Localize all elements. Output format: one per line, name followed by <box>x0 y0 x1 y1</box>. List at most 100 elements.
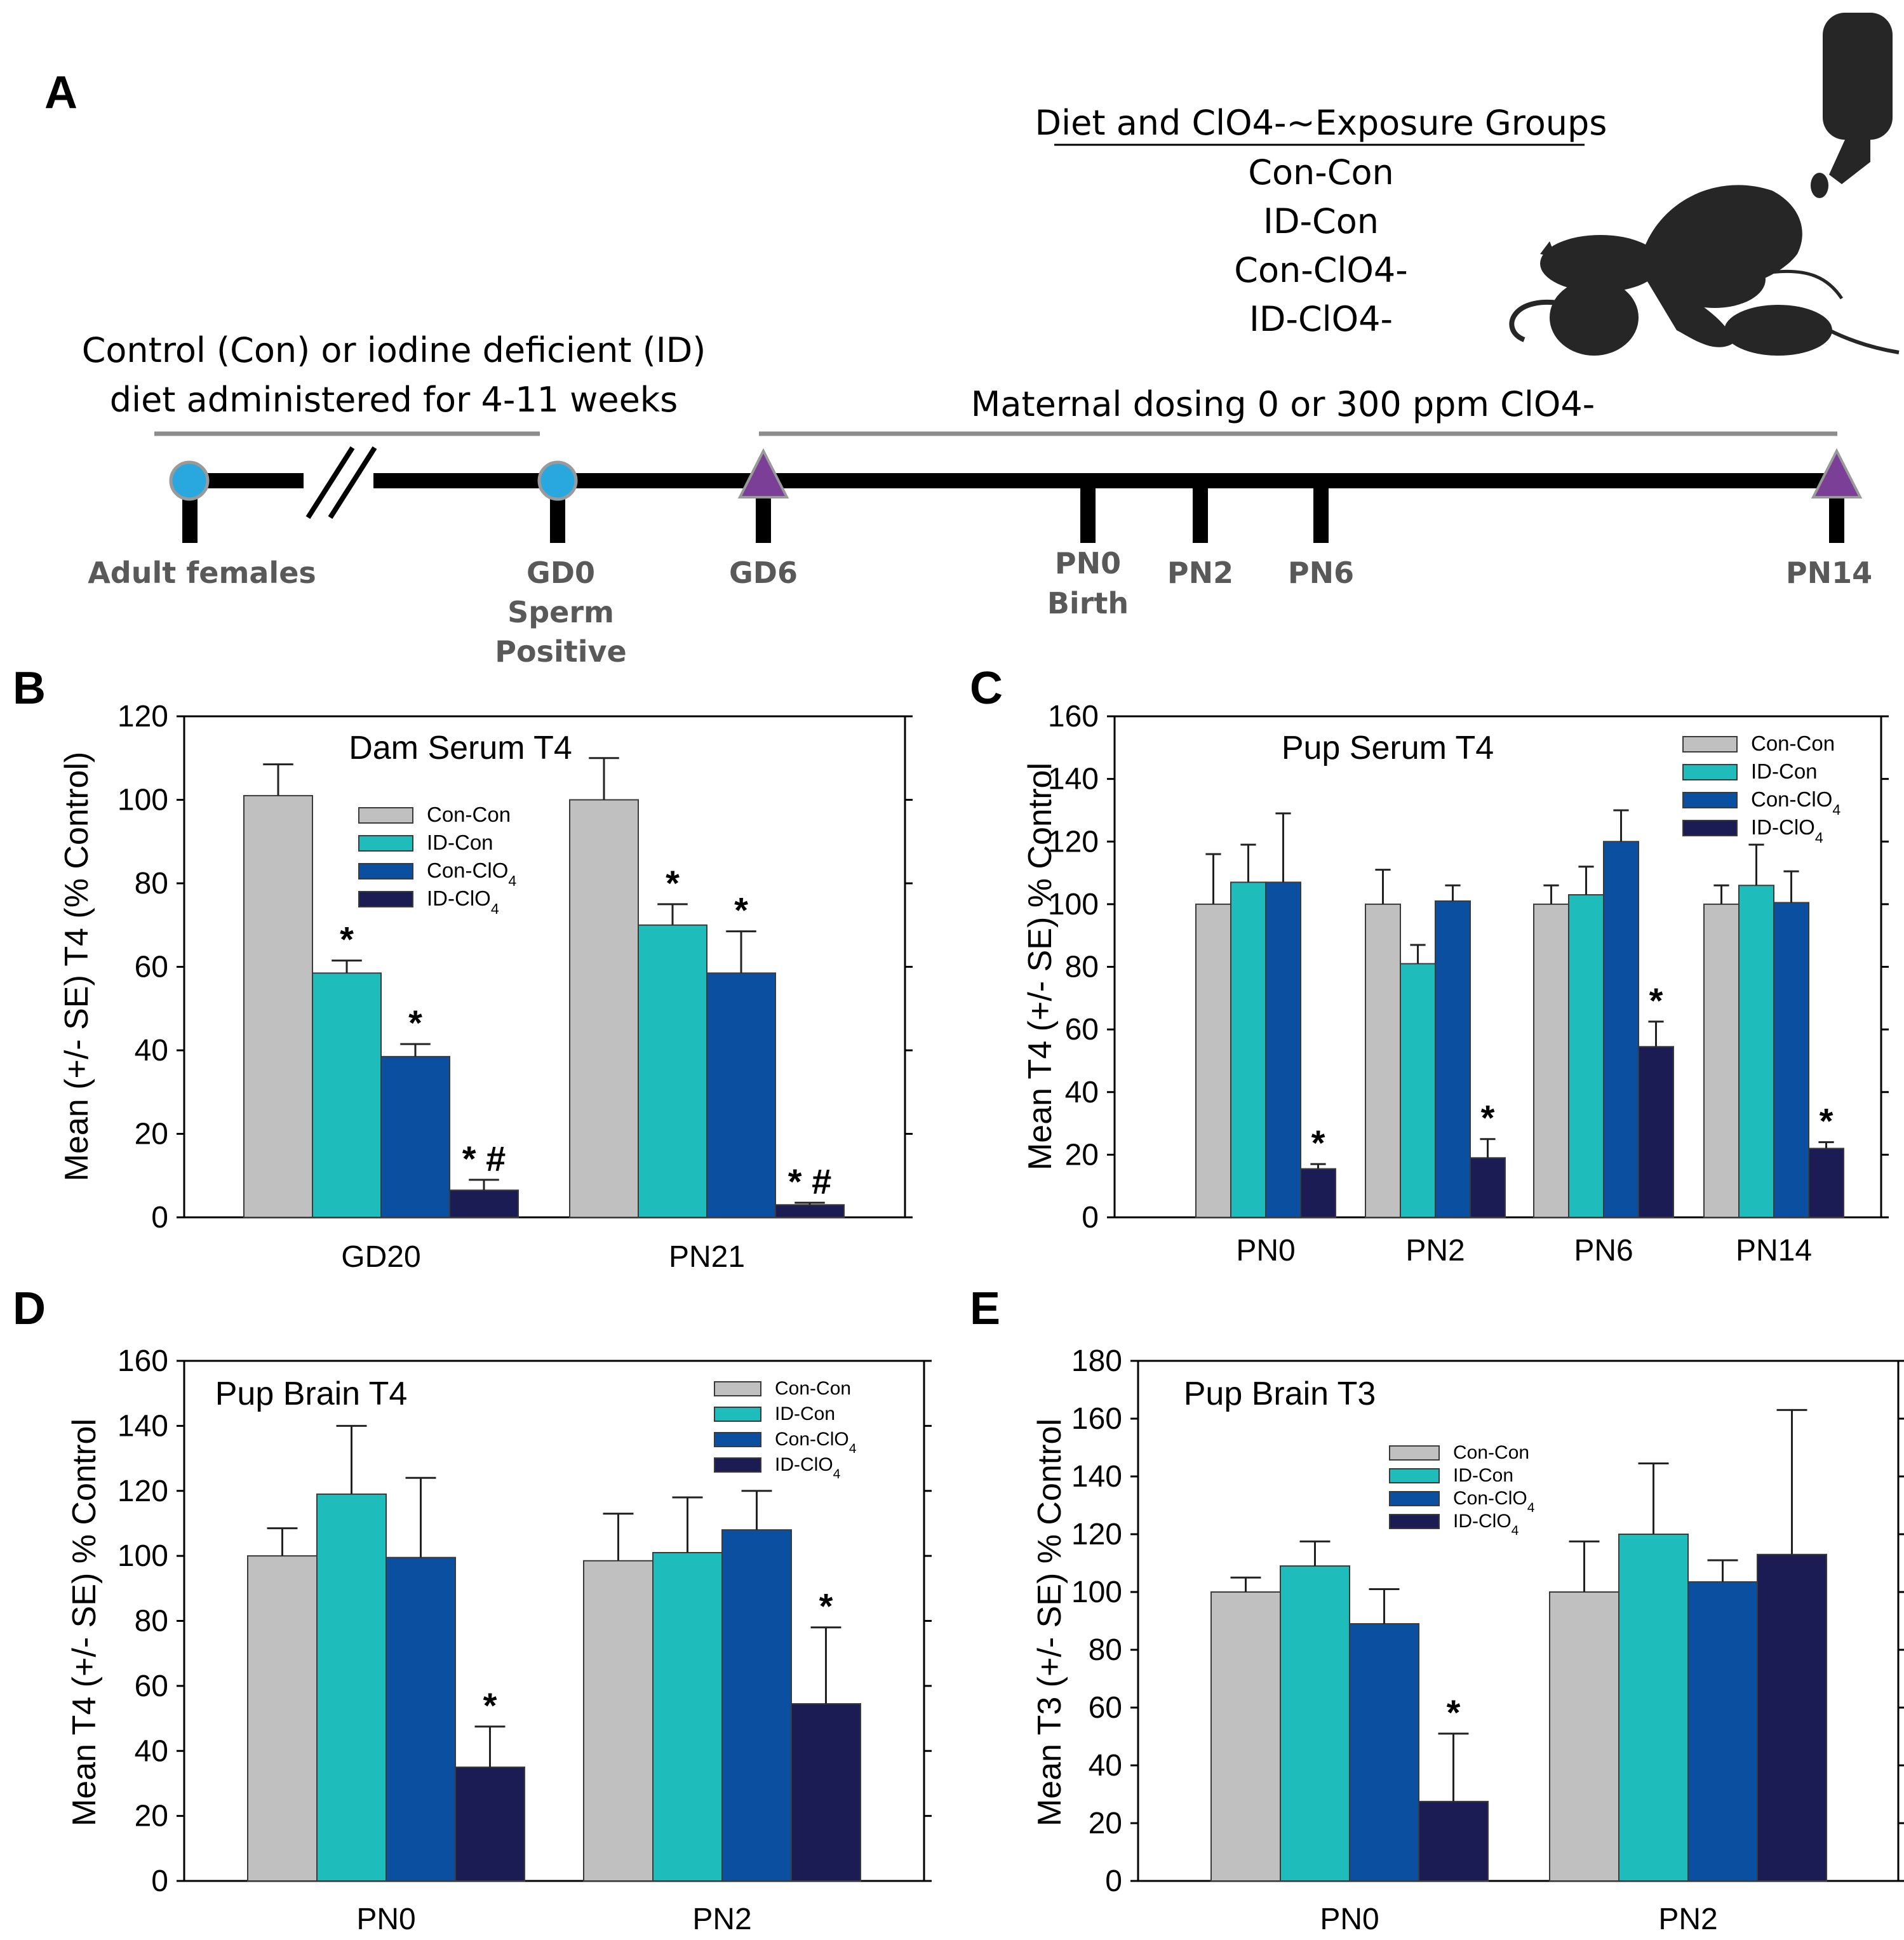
legend-swatch <box>1389 1468 1440 1483</box>
bar <box>1418 1800 1489 1882</box>
y-tick-label: 60 <box>1089 1691 1122 1725</box>
panel-e-chart: E 0 20 40 60 80 100 120 140 160 180 Pup Brain T3 Me… <box>970 1283 1904 1936</box>
y-tick-label: 60 <box>135 1669 168 1703</box>
bar <box>1687 1581 1758 1882</box>
milestone-pn0-birth: Birth <box>1047 586 1129 620</box>
significance-mark: * # <box>788 1161 832 1201</box>
group-item: ID-Con <box>1263 201 1379 241</box>
milestone-pn14: PN14 <box>1786 556 1872 590</box>
x-tick-label: PN2 <box>692 1903 751 1936</box>
significance-mark: * <box>1447 1692 1461 1732</box>
panel-c-chart: C 0 20 40 60 80 100 120 140 160 Pup Serum T4 Mean … <box>970 663 1889 1268</box>
y-tick-label: 100 <box>1071 1575 1122 1609</box>
bar <box>1470 1157 1506 1219</box>
bar <box>791 1703 861 1882</box>
legend-label: Con-Con <box>427 803 511 826</box>
y-tick-label: 40 <box>135 1734 168 1768</box>
y-tick-label: 80 <box>1089 1633 1122 1667</box>
x-tick-label: PN2 <box>1405 1234 1465 1268</box>
panel-b-label: B <box>13 663 46 714</box>
y-tick-label: 0 <box>1105 1864 1122 1898</box>
legend-label: ID-Con <box>1751 759 1818 783</box>
chart-title: Pup Brain T4 <box>215 1375 408 1412</box>
y-tick-label: 140 <box>117 1409 168 1443</box>
legend-swatch <box>358 807 413 824</box>
legend-label: ID-ClO4 <box>775 1454 841 1482</box>
y-tick-label: 80 <box>135 1605 168 1638</box>
significance-mark: * <box>819 1586 833 1626</box>
bar <box>583 1560 654 1882</box>
y-tick-label: 20 <box>1089 1807 1122 1840</box>
milestone-adult-females: Adult females <box>88 556 316 590</box>
bar <box>1549 1591 1619 1882</box>
legend-label: ID-Con <box>427 831 493 854</box>
y-tick-label: 120 <box>1071 1518 1122 1551</box>
bar <box>1603 841 1639 1218</box>
legend-label: ID-ClO4 <box>1453 1511 1519 1538</box>
legend-swatch <box>1682 792 1738 808</box>
significance-mark: * # <box>462 1139 506 1179</box>
y-tick-label: 60 <box>135 951 168 984</box>
bar <box>706 972 776 1219</box>
legend-swatch <box>714 1432 761 1447</box>
legend-label: Con-Con <box>1751 732 1835 755</box>
x-tick-label: PN0 <box>356 1903 415 1936</box>
start-diet-marker <box>169 460 210 501</box>
x-tick-label: PN14 <box>1736 1234 1812 1268</box>
legend-label: Con-ClO4 <box>427 859 516 889</box>
y-axis-label: Mean (+/- SE) T4 (% Control) <box>58 752 95 1182</box>
legend-swatch <box>358 835 413 852</box>
significance-mark: * <box>1820 1101 1834 1141</box>
y-tick-label: 160 <box>1048 700 1099 733</box>
legend-swatch <box>714 1457 761 1473</box>
x-tick-label: PN21 <box>669 1240 745 1274</box>
legend-swatch <box>1389 1445 1440 1461</box>
x-tick-label: GD20 <box>341 1240 420 1274</box>
significance-mark: * <box>408 1003 422 1043</box>
y-tick-label: 120 <box>117 700 168 733</box>
legend-swatch <box>358 863 413 880</box>
y-tick-label: 140 <box>1048 763 1099 796</box>
bar <box>1618 1534 1689 1882</box>
y-tick-label: 100 <box>117 1539 168 1573</box>
bar <box>1365 903 1401 1218</box>
y-tick-label: 180 <box>1071 1344 1122 1378</box>
bar <box>316 1493 387 1882</box>
bar <box>721 1529 792 1882</box>
dosing-end-marker <box>1811 448 1863 498</box>
significance-mark: * <box>1311 1123 1325 1163</box>
rat-illustration <box>1509 13 1900 356</box>
gd0-marker <box>537 460 578 501</box>
legend-swatch <box>1682 820 1738 836</box>
panel-a-label: A <box>44 67 77 118</box>
x-tick-label: PN6 <box>1574 1234 1633 1268</box>
y-tick-label: 80 <box>135 867 168 900</box>
significance-mark: * <box>666 863 680 903</box>
significance-mark: * <box>1481 1098 1495 1138</box>
dosing-text: Maternal dosing 0 or 300 ppm ClO4- <box>971 384 1595 424</box>
bar <box>1195 903 1231 1218</box>
y-tick-label: 120 <box>117 1475 168 1508</box>
y-tick-label: 0 <box>151 1864 168 1898</box>
y-tick-label: 0 <box>151 1201 168 1234</box>
x-tick-label: PN2 <box>1658 1903 1717 1936</box>
y-tick-label: 160 <box>117 1344 168 1378</box>
milestone-pn2: PN2 <box>1167 556 1233 590</box>
y-axis-label: Mean T4 (+/- SE) % Control <box>1022 763 1059 1170</box>
bar <box>1703 903 1740 1218</box>
tick-pn0 <box>1080 483 1096 543</box>
bar <box>1230 881 1266 1218</box>
legend-label: Con-Con <box>1453 1442 1529 1463</box>
bar <box>1300 1168 1336 1219</box>
bar <box>312 972 382 1219</box>
y-tick-label: 100 <box>1048 888 1099 921</box>
y-tick-label: 20 <box>135 1118 168 1151</box>
milestone-gd6: GD6 <box>729 556 798 590</box>
bar <box>385 1556 456 1882</box>
legend-swatch <box>1682 764 1738 780</box>
bar <box>1400 963 1436 1218</box>
bar <box>449 1189 519 1218</box>
y-tick-label: 160 <box>1071 1402 1122 1436</box>
y-tick-label: 100 <box>117 784 168 817</box>
significance-mark: * <box>483 1685 497 1725</box>
